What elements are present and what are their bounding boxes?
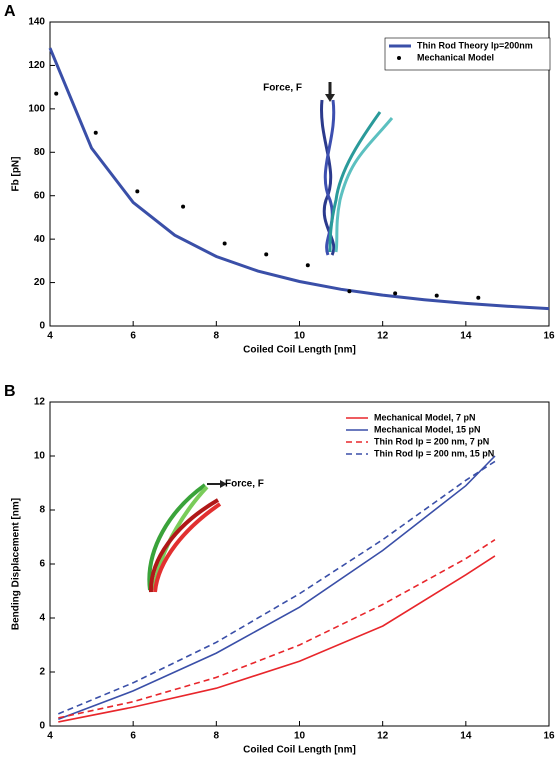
x-tick-label: 16 [543, 331, 555, 342]
data-line [58, 539, 496, 719]
data-point [434, 293, 439, 298]
x-tick-label: 12 [377, 331, 389, 342]
x-tick-label: 14 [460, 731, 472, 742]
data-point [393, 291, 398, 296]
data-point [135, 189, 140, 194]
legend-label: Mechanical Model, 7 pN [374, 412, 476, 422]
panel-label: B [4, 383, 16, 400]
x-tick-label: 8 [214, 731, 220, 742]
x-tick-label: 6 [130, 731, 136, 742]
y-tick-label: 20 [34, 277, 46, 288]
annotation: Force, F [263, 83, 302, 94]
rod-illustration-b [147, 480, 227, 593]
legend-label: Thin Rod lp = 200 nm, 7 pN [374, 436, 489, 446]
y-tick-label: 2 [39, 667, 45, 678]
y-tick-label: 0 [39, 721, 45, 732]
x-tick-label: 12 [377, 731, 389, 742]
data-point [93, 130, 98, 135]
data-point [222, 241, 227, 246]
x-axis-label: Coiled Coil Length [nm] [243, 745, 356, 756]
data-line [48, 47, 550, 311]
y-tick-label: 12 [34, 397, 46, 408]
y-tick-label: 10 [34, 451, 46, 462]
y-tick-label: 4 [39, 613, 45, 624]
y-tick-label: 6 [39, 559, 45, 570]
legend-label: Thin Rod Theory lp=200nm [417, 40, 533, 50]
data-point [347, 289, 352, 294]
x-tick-label: 10 [294, 331, 306, 342]
x-tick-label: 16 [543, 731, 555, 742]
panel-label: A [4, 3, 16, 20]
data-point [476, 295, 481, 300]
data-line [58, 555, 496, 723]
legend-label: Mechanical Model, 15 pN [374, 424, 481, 434]
annotation: Force, F [225, 479, 264, 490]
y-tick-label: 100 [28, 103, 45, 114]
y-tick-label: 40 [34, 234, 46, 245]
x-tick-label: 14 [460, 331, 472, 342]
y-tick-label: 80 [34, 147, 46, 158]
x-tick-label: 8 [214, 331, 220, 342]
x-tick-label: 10 [294, 731, 306, 742]
x-tick-label: 4 [47, 731, 53, 742]
data-line [58, 455, 496, 720]
x-tick-label: 6 [130, 331, 136, 342]
y-tick-label: 140 [28, 17, 45, 28]
helix-illustration-a [320, 82, 394, 256]
data-point [181, 204, 186, 209]
y-tick-label: 120 [28, 60, 45, 71]
legend-box [384, 37, 551, 71]
data-point [264, 252, 269, 257]
data-point [54, 91, 59, 96]
x-tick-label: 4 [47, 331, 53, 342]
data-point [305, 263, 310, 268]
x-axis-label: Coiled Coil Length [nm] [243, 345, 356, 356]
y-axis-label: Bending Displacement [nm] [11, 498, 22, 630]
y-tick-label: 0 [39, 321, 45, 332]
legend-label: Thin Rod lp = 200 nm, 15 pN [374, 448, 494, 458]
data-line [58, 460, 496, 715]
legend-marker [397, 56, 401, 60]
y-tick-label: 8 [39, 505, 45, 516]
y-tick-label: 60 [34, 190, 46, 201]
legend-label: Mechanical Model [417, 52, 494, 62]
y-axis-label: Fb [pN] [11, 157, 22, 192]
